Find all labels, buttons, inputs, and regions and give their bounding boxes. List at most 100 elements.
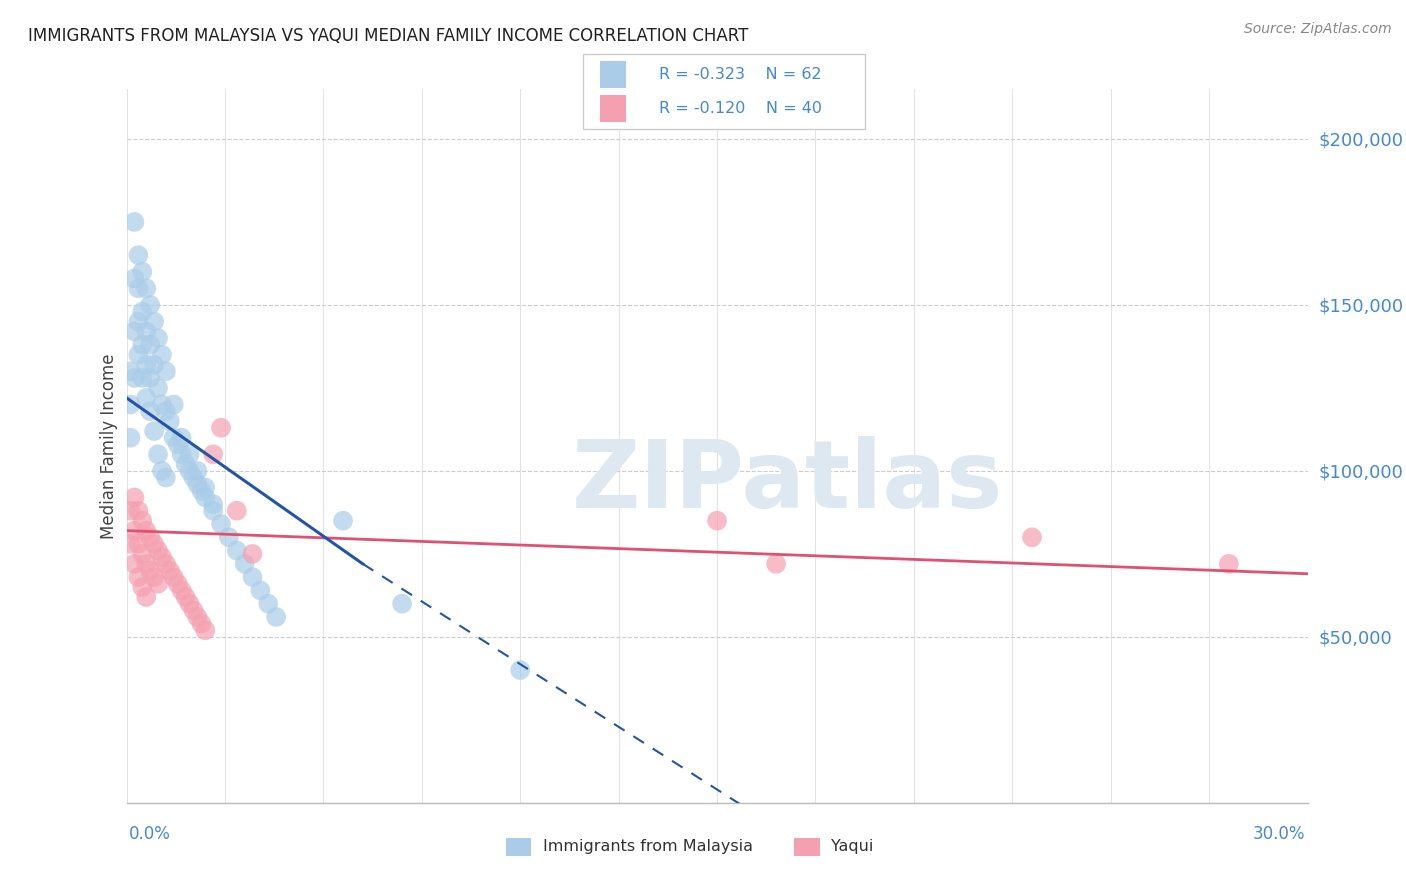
Text: 30.0%: 30.0%	[1253, 825, 1305, 843]
Point	[127, 537, 149, 551]
Point	[332, 514, 354, 528]
Point	[139, 371, 162, 385]
Y-axis label: Median Family Income: Median Family Income	[100, 353, 118, 539]
Point	[124, 215, 146, 229]
Text: Yaqui: Yaqui	[831, 839, 873, 855]
Point	[242, 547, 264, 561]
Point	[143, 358, 166, 372]
Point	[166, 437, 188, 451]
Point	[163, 397, 186, 411]
Point	[127, 348, 149, 362]
Point	[155, 557, 177, 571]
Point	[170, 583, 193, 598]
Text: IMMIGRANTS FROM MALAYSIA VS YAQUI MEDIAN FAMILY INCOME CORRELATION CHART: IMMIGRANTS FROM MALAYSIA VS YAQUI MEDIAN…	[28, 27, 748, 45]
Point	[202, 447, 225, 461]
Point	[194, 624, 217, 638]
Point	[163, 570, 186, 584]
Point	[242, 570, 264, 584]
Point	[202, 497, 225, 511]
Point	[124, 491, 146, 505]
Point	[1021, 530, 1043, 544]
Point	[249, 583, 271, 598]
Point	[135, 325, 157, 339]
Point	[127, 281, 149, 295]
Point	[155, 470, 177, 484]
Point	[233, 557, 256, 571]
Text: Source: ZipAtlas.com: Source: ZipAtlas.com	[1244, 22, 1392, 37]
Point	[179, 447, 201, 461]
Point	[225, 543, 247, 558]
Point	[163, 431, 186, 445]
Point	[257, 597, 280, 611]
Point	[174, 457, 197, 471]
Point	[194, 481, 217, 495]
Point	[131, 265, 153, 279]
Point	[159, 564, 181, 578]
Point	[135, 358, 157, 372]
Point	[146, 576, 169, 591]
Point	[155, 364, 177, 378]
Point	[131, 547, 153, 561]
Point	[765, 557, 787, 571]
Point	[146, 543, 169, 558]
Point	[146, 331, 169, 345]
Point	[509, 663, 531, 677]
Point	[150, 550, 173, 565]
Point	[127, 504, 149, 518]
Point	[1218, 557, 1240, 571]
Point	[127, 248, 149, 262]
Point	[143, 314, 166, 328]
Point	[139, 404, 162, 418]
Text: R = -0.120    N = 40: R = -0.120 N = 40	[659, 101, 823, 116]
Point	[124, 271, 146, 285]
Point	[225, 504, 247, 518]
Point	[135, 281, 157, 295]
Point	[139, 564, 162, 578]
Point	[131, 338, 153, 352]
Point	[179, 597, 201, 611]
Point	[186, 477, 208, 491]
Point	[135, 590, 157, 604]
Point	[170, 447, 193, 461]
Point	[202, 504, 225, 518]
Text: R = -0.323    N = 62: R = -0.323 N = 62	[659, 67, 823, 82]
Point	[120, 397, 142, 411]
Point	[150, 397, 173, 411]
Text: Immigrants from Malaysia: Immigrants from Malaysia	[543, 839, 752, 855]
Point	[139, 338, 162, 352]
Point	[150, 348, 173, 362]
Point	[190, 483, 212, 498]
Text: ZIPatlas: ZIPatlas	[572, 435, 1004, 528]
Point	[391, 597, 413, 611]
Text: 0.0%: 0.0%	[129, 825, 172, 843]
Point	[139, 530, 162, 544]
Point	[179, 464, 201, 478]
Point	[155, 404, 177, 418]
Point	[190, 616, 212, 631]
Point	[170, 431, 193, 445]
Point	[218, 530, 240, 544]
Point	[120, 504, 142, 518]
Point	[174, 590, 197, 604]
Point	[159, 414, 181, 428]
Point	[131, 514, 153, 528]
Point	[209, 421, 232, 435]
Point	[131, 304, 153, 318]
Point	[127, 314, 149, 328]
Point	[150, 464, 173, 478]
Point	[135, 524, 157, 538]
Point	[120, 364, 142, 378]
Point	[183, 470, 205, 484]
Point	[120, 431, 142, 445]
Point	[194, 491, 217, 505]
Point	[143, 570, 166, 584]
Point	[143, 537, 166, 551]
Point	[209, 516, 232, 531]
Point	[706, 514, 728, 528]
Point	[143, 424, 166, 438]
Point	[120, 537, 142, 551]
Point	[166, 576, 188, 591]
Point	[127, 570, 149, 584]
Point	[131, 580, 153, 594]
Point	[124, 557, 146, 571]
